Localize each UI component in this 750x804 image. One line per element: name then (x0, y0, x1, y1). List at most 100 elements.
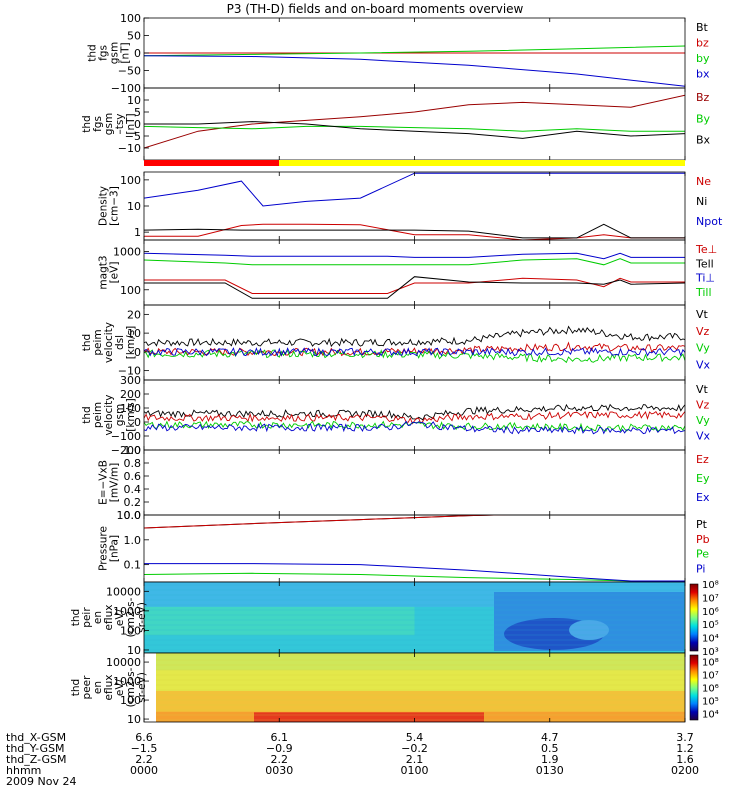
legend-3: Pi (696, 562, 705, 575)
y-tick-label: −5 (125, 130, 141, 143)
axis-value: −0.9 (266, 742, 293, 755)
y-axis-label: velocity (103, 322, 115, 363)
y-axis-label: [km/s] (125, 398, 137, 432)
axis-value: 6.6 (135, 731, 153, 744)
panel-frame (143, 304, 686, 381)
axis-value: 6.1 (271, 731, 289, 744)
y-tick-label: −10 (118, 142, 141, 155)
y-axis-label: E=−VxB (98, 460, 110, 505)
y-ticks: 10000 1000 100 10 (106, 585, 149, 657)
y-tick-label: 100 (120, 12, 141, 25)
y-axis-label: (cm2-s- (125, 667, 137, 707)
series-line-Vx (144, 420, 685, 435)
y-axis-label: thd (81, 115, 93, 132)
legend-0: Vt (696, 383, 709, 396)
axis-value: 1.9 (541, 753, 559, 766)
colorbar-tick-label: 10⁶ (702, 684, 719, 695)
y-tick-label: 300 (120, 374, 141, 387)
y-ticks: 100 50 0 −50 −100 (111, 12, 149, 95)
y-tick-label: 100 (120, 402, 141, 415)
series-group (144, 94, 685, 149)
colorbar-tick-label: 10⁷ (702, 593, 719, 604)
y-axis-label: [nT] (125, 113, 137, 134)
y-tick-label: 10 (127, 200, 141, 213)
axis-value: 2.1 (406, 753, 424, 766)
y-tick-label: 0.1 (124, 559, 142, 572)
y-tick-label: 10 (127, 644, 141, 657)
legend-3: Till (695, 286, 712, 299)
spectrogram (144, 582, 685, 653)
mode-bar (144, 160, 685, 166)
series-line-Ne (144, 223, 685, 240)
panel-frame (143, 449, 686, 516)
y-tick-label: −200 (111, 444, 141, 457)
y-axis-label: gsm (114, 404, 126, 426)
y-tick-label: 1 (134, 226, 141, 239)
y-tick-label: 1000 (113, 605, 141, 618)
y-tick-label: 1000 (113, 246, 141, 259)
y-axis-label: peim (92, 329, 104, 355)
axis-value: 1.6 (676, 753, 694, 766)
legend-0: Ez (696, 453, 709, 466)
series-line-Ti⊥ (144, 252, 685, 260)
y-ticks: 20 10 0 −10 (118, 308, 149, 378)
y-tick-label: 200 (120, 388, 141, 401)
y-axis-label: [eV] (109, 262, 121, 284)
y-tick-label: 0.0 (124, 509, 142, 522)
spectrogram (144, 653, 685, 722)
series-line-Vz (144, 410, 685, 425)
colorbar-tick-label: 10⁴ (702, 710, 719, 721)
series-line-Till (144, 258, 685, 266)
y-tick-label: 10000 (106, 656, 141, 669)
panel-frame (143, 87, 686, 161)
legend-0: Te⊥ (695, 243, 717, 256)
y-tick-label: 10000 (106, 585, 141, 598)
series-group (144, 252, 685, 299)
y-tick-label: −100 (111, 82, 141, 95)
series-line-Vt (144, 325, 685, 348)
y-tick-label: 1.0 (124, 444, 142, 457)
legend-1: Ey (696, 472, 710, 485)
legend-0: Bz (696, 91, 710, 104)
legend-2: Ti⊥ (695, 272, 715, 285)
legend-1: Ni (696, 195, 707, 208)
y-axis-label: thd (81, 334, 93, 351)
y-axis-label: sr-eV) (136, 672, 148, 703)
panel-5: Vt Vz Vy Vx 20 10 0 −10 thd peim velocity dsl [km/s] (81, 304, 711, 381)
y-axis-label: peer (81, 675, 93, 700)
legend-2: Vy (696, 342, 710, 355)
axis-value: 0100 (401, 764, 429, 777)
legend-2: Ex (696, 491, 710, 504)
y-axis-label: fgs (92, 116, 104, 132)
y-tick-label: 100 (120, 694, 141, 707)
legend-1: Vz (696, 399, 710, 412)
y-tick-label: −50 (118, 65, 141, 78)
y-tick-label: 10 (127, 94, 141, 107)
y-tick-label: 0.8 (124, 457, 142, 470)
y-axis-label: thd (81, 406, 93, 423)
panel-10: 10⁸ 10⁷ 10⁶ 10⁵ 10⁴ 10000 1000 100 10 thd peer en ef… (70, 652, 719, 726)
y-ticks: 1000 100 (113, 246, 149, 297)
y-tick-label: −10 (118, 365, 141, 378)
y-tick-label: 100 (120, 284, 141, 297)
colorbar-tick-label: 10⁵ (702, 620, 719, 631)
series-line-Vy (144, 349, 685, 364)
legend-3: Vx (696, 430, 711, 443)
axis-value: 2.2 (271, 753, 289, 766)
series-group (144, 45, 685, 87)
colorbar-tick-label: 10³ (702, 647, 719, 658)
y-axis-label: peir (81, 607, 93, 628)
series-group (144, 403, 685, 435)
y-axis-label: eflux (103, 675, 115, 701)
y-axis-label: thd (70, 609, 82, 626)
colorbar-tick-label: 10⁴ (702, 634, 719, 645)
y-ticks: 100 10 1 (120, 174, 149, 239)
axis-value: 0000 (130, 764, 158, 777)
legend-0: Vt (696, 308, 709, 321)
